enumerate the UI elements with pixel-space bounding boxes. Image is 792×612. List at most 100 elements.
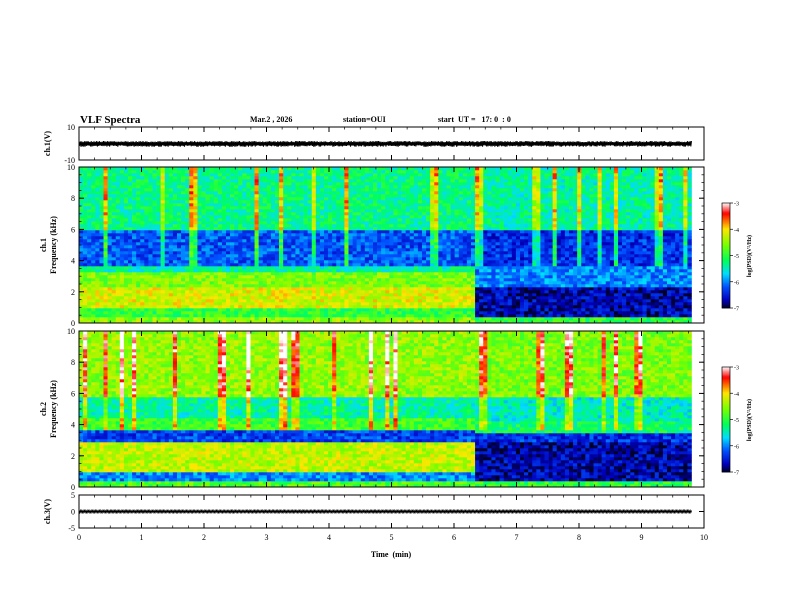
spectrogram-cell — [144, 272, 149, 276]
spectrogram-cell — [99, 314, 104, 318]
spectrogram-cell — [177, 317, 182, 321]
spectrogram-cell — [119, 230, 125, 234]
spectrogram-cell — [144, 287, 149, 291]
spectrogram-cell — [275, 170, 280, 174]
spectrogram-cell — [185, 275, 190, 279]
spectrogram-cell — [197, 242, 202, 246]
spectrogram-cell — [91, 302, 96, 306]
spectrogram-cell — [193, 200, 198, 204]
spectrogram-cell — [364, 302, 370, 306]
spectrogram-cell — [234, 308, 239, 312]
spectrogram-cell — [79, 242, 84, 246]
spectrogram-cell — [164, 278, 170, 282]
spectrogram-cell — [340, 248, 345, 252]
spectrogram-cell — [197, 248, 202, 252]
spectrogram-cell — [373, 290, 378, 294]
spectrogram-cell — [234, 212, 239, 216]
spectrogram-cell — [193, 278, 198, 282]
spectrogram-cell — [103, 263, 108, 267]
spectrogram-cell — [111, 296, 117, 300]
spectrogram-cell — [79, 278, 84, 282]
spectrogram-cell — [368, 221, 374, 225]
spectrogram-cell — [140, 272, 145, 276]
spectrogram-cell — [91, 314, 96, 318]
spectrogram-cell — [172, 197, 178, 201]
spectrogram-cell — [266, 179, 272, 183]
spectrogram-cell — [409, 242, 415, 246]
spectrogram-cell — [454, 317, 460, 321]
spectrogram-cell — [115, 287, 121, 291]
spectrogram-cell — [442, 212, 447, 216]
spectrogram-cell — [87, 239, 92, 243]
spectrogram-cell — [373, 176, 378, 180]
spectrogram-cell — [319, 257, 325, 261]
spectrogram-cell — [393, 284, 398, 288]
spectrogram-cell — [270, 278, 276, 282]
spectrogram-cell — [99, 299, 104, 303]
spectrogram-cell — [315, 257, 321, 261]
spectrogram-cell — [217, 308, 223, 312]
spectrogram-cell — [266, 200, 272, 204]
spectrogram-cell — [136, 317, 141, 321]
spectrogram-cell — [128, 299, 133, 303]
spectrogram-cell — [319, 275, 325, 279]
spectrogram-cell — [377, 239, 382, 243]
spectrogram-cell — [205, 203, 210, 207]
spectrogram-cell — [201, 245, 206, 249]
spectrogram-cell — [258, 182, 264, 186]
spectrogram-cell — [99, 182, 104, 186]
spectrogram-cell — [315, 308, 321, 312]
spectrogram-cell — [136, 269, 141, 273]
spectrogram-cell — [336, 308, 341, 312]
spectrogram-cell — [119, 194, 125, 198]
spectrogram-cell — [373, 167, 378, 171]
spectrogram-cell — [250, 173, 255, 177]
spectrogram-cell — [132, 320, 137, 324]
spectrogram-cell — [177, 251, 182, 255]
spectrogram-cell — [217, 263, 223, 267]
spectrogram-cell — [315, 191, 321, 195]
spectrogram-cell — [332, 320, 337, 324]
spectrogram-cell — [426, 197, 431, 201]
spectrogram-cell — [99, 293, 104, 297]
spectrogram-cell — [144, 188, 149, 192]
spectrogram-cell — [381, 317, 386, 321]
spectrogram-cell — [409, 221, 415, 225]
spectrogram-cell — [111, 203, 117, 207]
spectrogram-cell — [377, 206, 382, 210]
spectrogram-cell — [193, 305, 198, 309]
spectrogram-cell — [181, 200, 186, 204]
spectrogram-cell — [209, 281, 215, 285]
spectrogram-cell — [238, 197, 243, 201]
spectrogram-cell — [299, 218, 304, 222]
spectrogram-cell — [205, 191, 210, 195]
spectrogram-cell — [177, 197, 182, 201]
spectrogram-cell — [401, 209, 406, 213]
spectrogram-cell — [168, 206, 174, 210]
spectrogram-cell — [287, 302, 292, 306]
spectrogram-cell — [144, 185, 149, 189]
spectrogram-cell — [405, 281, 411, 285]
spectrogram-cell — [360, 311, 366, 315]
spectrogram-cell — [450, 182, 455, 186]
spectrogram-cell — [181, 257, 186, 261]
spectrogram-cell — [168, 167, 174, 171]
spectrogram-cell — [111, 242, 117, 246]
spectrogram-cell — [177, 182, 182, 186]
spectrogram-cell — [185, 182, 190, 186]
spectrogram-cell — [307, 320, 313, 324]
spectrogram-cell — [217, 191, 223, 195]
spectrogram-cell — [152, 197, 157, 201]
spectrogram-cell — [336, 218, 341, 222]
spectrogram-cell — [413, 185, 419, 189]
spectrogram-cell — [262, 221, 268, 225]
spectrogram-cell — [360, 245, 366, 249]
spectrogram-cell — [193, 206, 198, 210]
spectrogram-cell — [148, 245, 153, 249]
spectrogram-cell — [422, 233, 427, 237]
spectrogram-cell — [209, 191, 215, 195]
spectrogram-cell — [185, 173, 190, 177]
spectrogram-cell — [291, 182, 296, 186]
spectrogram-cell — [328, 257, 333, 261]
spectrogram-cell — [201, 212, 206, 216]
